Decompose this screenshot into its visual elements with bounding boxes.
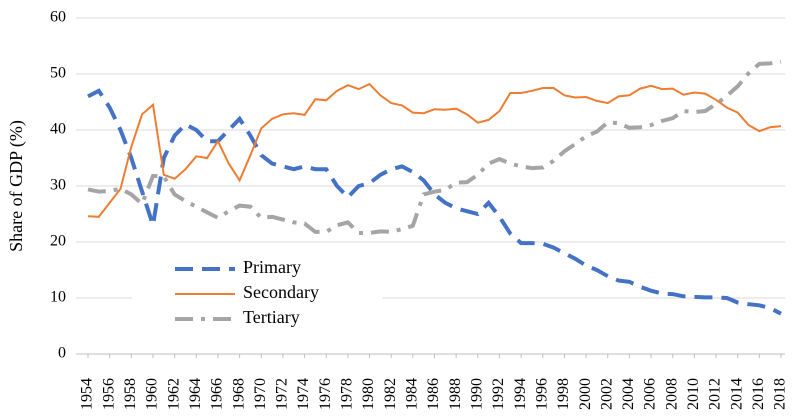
x-tick-label: 1998 (555, 378, 572, 410)
y-tick-label: 40 (50, 121, 66, 138)
x-tick-label: 2008 (663, 378, 680, 410)
x-tick-label: 1988 (447, 378, 464, 410)
x-tick-label: 2004 (620, 378, 637, 410)
x-tick-label: 1962 (165, 378, 182, 410)
x-tick-label: 1976 (317, 378, 334, 410)
x-tick-label: 2002 (598, 378, 615, 410)
y-tick-label: 60 (50, 9, 66, 26)
x-tick-label: 1984 (404, 378, 421, 410)
series-line (87, 82, 782, 218)
x-tick-label: 1964 (187, 378, 204, 410)
x-tick-label: 2006 (642, 378, 659, 410)
x-tick-label: 1982 (382, 378, 399, 410)
x-tick-label: 1990 (468, 378, 485, 410)
x-tick-label: 2000 (577, 378, 594, 410)
x-tick-label: 1978 (339, 378, 356, 410)
x-tick-label: 2014 (728, 378, 745, 410)
y-tick-label: 50 (50, 65, 66, 82)
legend-label: Primary (243, 257, 301, 277)
x-tick-label: 1968 (230, 378, 247, 410)
y-axis-label: Share of GDP (%) (6, 120, 27, 252)
x-tick-label: 2012 (707, 378, 724, 410)
x-tick-label: 1992 (490, 378, 507, 410)
x-tick-label: 1972 (274, 378, 291, 410)
x-tick-label: 1980 (360, 378, 377, 410)
y-tick-label: 30 (50, 177, 66, 194)
x-tick-label: 1996 (533, 378, 550, 410)
series-line (87, 59, 782, 235)
x-tick-label: 1986 (425, 378, 442, 410)
x-tick-label: 1994 (512, 378, 529, 410)
x-tick-label: 2018 (772, 378, 789, 410)
x-tick-label: 1974 (295, 378, 312, 410)
x-tick-label: 1954 (79, 378, 96, 410)
legend-box (132, 256, 382, 332)
x-tick-label: 1956 (100, 378, 117, 410)
x-tick-label: 2010 (685, 378, 702, 410)
y-tick-label: 10 (50, 289, 66, 306)
y-tick-label: 20 (50, 233, 66, 250)
x-tick-label: 1958 (122, 378, 139, 410)
legend-label: Tertiary (243, 307, 300, 327)
y-tick-label: 0 (58, 345, 66, 362)
x-tick-label: 1960 (144, 378, 161, 410)
x-tick-label: 1970 (252, 378, 269, 410)
legend-label: Secondary (243, 282, 319, 302)
x-tick-label: 2016 (750, 378, 767, 410)
x-tick-label: 1966 (209, 378, 226, 410)
